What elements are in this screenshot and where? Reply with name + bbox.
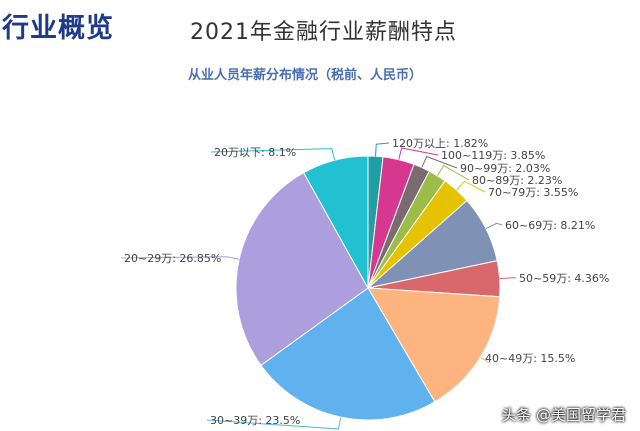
slice-label: 50~59万: 4.36% <box>519 272 609 285</box>
leader-line <box>480 356 491 365</box>
slice-label: 70~79万: 3.55% <box>488 186 578 199</box>
slice-label: 20万以下: 8.1% <box>214 146 296 159</box>
leader-line <box>485 222 503 230</box>
slice-label: 40~49万: 15.5% <box>485 352 575 365</box>
slice-label: 60~69万: 8.21% <box>505 219 595 232</box>
pie-slice <box>367 287 501 403</box>
leader-line <box>375 142 390 157</box>
pie-slice <box>260 287 436 421</box>
leader-line <box>210 148 336 161</box>
leader-line <box>456 180 486 193</box>
leader-line <box>206 417 342 430</box>
slice-label: 120万以上: 1.82% <box>392 137 488 150</box>
watermark: 头条 @美国留学君 <box>501 406 626 424</box>
slice-label: 90~99万: 2.03% <box>460 162 550 175</box>
slice-label: 20~29万: 26.85% <box>124 252 221 265</box>
leader-line <box>421 155 458 169</box>
leader-line <box>437 164 470 181</box>
chart-title: 从业人员年薪分布情况（税前、人民币） <box>188 68 423 83</box>
slice-label: 100~119万: 3.85% <box>441 149 545 162</box>
section-title: 行业概览 <box>2 13 114 44</box>
leader-line <box>499 277 517 280</box>
leader-line <box>120 256 240 260</box>
page-title: 2021年金融行业薪酬特点 <box>190 20 457 45</box>
slice-label: 80~89万: 2.23% <box>472 174 562 187</box>
leader-line <box>398 147 439 160</box>
slice-label: 30~39万: 23.5% <box>210 414 300 427</box>
